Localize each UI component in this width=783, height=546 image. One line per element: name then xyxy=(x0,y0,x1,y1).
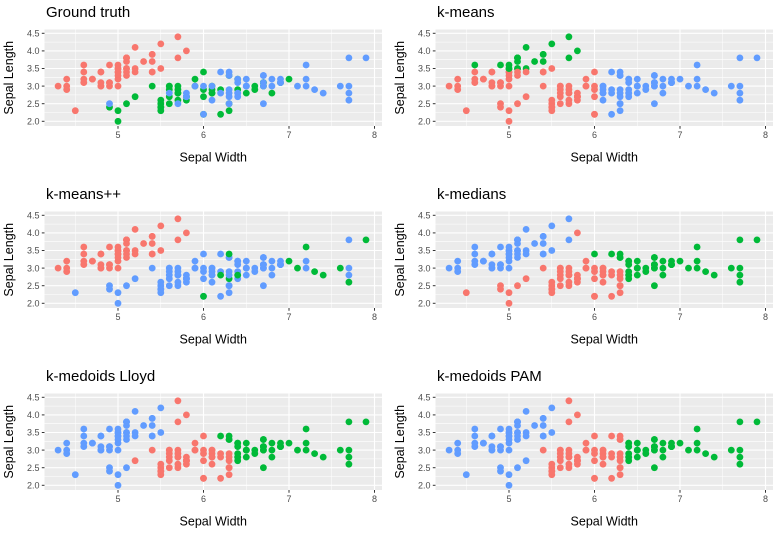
svg-text:Sepal Length: Sepal Length xyxy=(393,405,407,479)
svg-text:5: 5 xyxy=(115,312,120,322)
svg-text:7: 7 xyxy=(286,130,291,140)
scatter-plot: 5 6 7 8 2.0 2.5 3.0 3.5 4.0 4.5 Sepal Width Sepal L… xyxy=(393,393,773,529)
svg-text:Sepal Length: Sepal Length xyxy=(393,223,407,297)
svg-text:2.5: 2.5 xyxy=(27,99,40,109)
scatter-plot: 5 6 7 8 2.0 2.5 3.0 3.5 4.0 4.5 Sepal Width Sepal L… xyxy=(2,211,382,347)
svg-text:8: 8 xyxy=(372,494,377,504)
svg-text:7: 7 xyxy=(286,312,291,322)
svg-text:2.0: 2.0 xyxy=(418,299,431,309)
svg-text:2.5: 2.5 xyxy=(418,99,431,109)
svg-text:3.5: 3.5 xyxy=(27,428,40,438)
svg-text:3.5: 3.5 xyxy=(418,428,431,438)
panel-ground-truth: Ground truth 5 6 7 8 2.0 2.5 3.0 3.5 4.0 4.5 Sepal… xyxy=(0,0,391,182)
svg-text:3.0: 3.0 xyxy=(27,445,40,455)
svg-text:7: 7 xyxy=(286,494,291,504)
svg-text:Sepal Width: Sepal Width xyxy=(180,151,247,165)
svg-text:5: 5 xyxy=(506,494,511,504)
svg-text:7: 7 xyxy=(677,130,682,140)
svg-text:4.0: 4.0 xyxy=(418,410,431,420)
scatter-plot: 5 6 7 8 2.0 2.5 3.0 3.5 4.0 4.5 Sepal Width Sepal L… xyxy=(393,29,773,165)
svg-text:2.0: 2.0 xyxy=(27,481,40,491)
svg-text:3.0: 3.0 xyxy=(27,263,40,273)
svg-text:3.5: 3.5 xyxy=(418,246,431,256)
svg-text:3.0: 3.0 xyxy=(27,81,40,91)
svg-text:Sepal Width: Sepal Width xyxy=(571,151,638,165)
scatter-plot: 5 6 7 8 2.0 2.5 3.0 3.5 4.0 4.5 Sepal Width Sepal L… xyxy=(2,393,382,529)
svg-text:8: 8 xyxy=(763,130,768,140)
panel-title: k-means xyxy=(437,4,495,21)
svg-text:3.5: 3.5 xyxy=(27,64,40,74)
svg-text:6: 6 xyxy=(592,494,597,504)
svg-text:4.5: 4.5 xyxy=(27,393,40,403)
panel-title: k-means++ xyxy=(46,186,122,203)
svg-text:5: 5 xyxy=(115,130,120,140)
panel-k-means-pp: k-means++ 5 6 7 8 2.0 2.5 3.0 3.5 4.0 4.5 Sepal Wi… xyxy=(0,182,391,364)
svg-text:Sepal Length: Sepal Length xyxy=(393,41,407,115)
panel-k-medoids-pam: k-medoids PAM 5 6 7 8 2.0 2.5 3.0 3.5 4.0 4.5 Sepa… xyxy=(391,364,783,546)
panel-title: k-medoids PAM xyxy=(437,368,542,385)
svg-text:8: 8 xyxy=(763,312,768,322)
svg-text:8: 8 xyxy=(372,312,377,322)
panel-title: k-medoids Lloyd xyxy=(46,368,156,385)
svg-text:2.0: 2.0 xyxy=(418,481,431,491)
svg-text:6: 6 xyxy=(201,494,206,504)
panel-title: Ground truth xyxy=(46,4,131,21)
svg-text:2.5: 2.5 xyxy=(418,463,431,473)
svg-text:3.0: 3.0 xyxy=(418,263,431,273)
svg-text:6: 6 xyxy=(592,130,597,140)
svg-text:2.0: 2.0 xyxy=(27,117,40,127)
scatter-plot: 5 6 7 8 2.0 2.5 3.0 3.5 4.0 4.5 Sepal Width Sepal L… xyxy=(393,211,773,347)
svg-text:2.5: 2.5 xyxy=(27,463,40,473)
svg-text:4.5: 4.5 xyxy=(418,211,431,221)
svg-text:7: 7 xyxy=(677,312,682,322)
svg-text:5: 5 xyxy=(115,494,120,504)
svg-text:2.5: 2.5 xyxy=(418,281,431,291)
svg-text:Sepal Length: Sepal Length xyxy=(2,223,16,297)
svg-text:3.5: 3.5 xyxy=(27,246,40,256)
svg-text:7: 7 xyxy=(677,494,682,504)
svg-text:3.0: 3.0 xyxy=(418,81,431,91)
svg-text:4.5: 4.5 xyxy=(418,393,431,403)
svg-text:5: 5 xyxy=(506,130,511,140)
svg-text:4.0: 4.0 xyxy=(27,410,40,420)
svg-text:4.5: 4.5 xyxy=(27,211,40,221)
scatter-plot: 5 6 7 8 2.0 2.5 3.0 3.5 4.0 4.5 Sepal Width Sepal L… xyxy=(2,29,382,165)
svg-text:Sepal Width: Sepal Width xyxy=(180,333,247,347)
svg-text:4.0: 4.0 xyxy=(27,46,40,56)
panel-k-medians: k-medians 5 6 7 8 2.0 2.5 3.0 3.5 4.0 4.5 Sepal Wi… xyxy=(391,182,783,364)
svg-text:Sepal Width: Sepal Width xyxy=(571,333,638,347)
svg-text:3.5: 3.5 xyxy=(418,64,431,74)
svg-text:6: 6 xyxy=(592,312,597,322)
svg-text:Sepal Width: Sepal Width xyxy=(180,515,247,529)
svg-text:8: 8 xyxy=(372,130,377,140)
panel-title: k-medians xyxy=(437,186,507,203)
svg-text:3.0: 3.0 xyxy=(418,445,431,455)
svg-text:6: 6 xyxy=(201,130,206,140)
svg-text:8: 8 xyxy=(763,494,768,504)
svg-text:2.5: 2.5 xyxy=(27,281,40,291)
svg-text:4.5: 4.5 xyxy=(27,29,40,39)
svg-text:Sepal Length: Sepal Length xyxy=(2,405,16,479)
svg-text:4.0: 4.0 xyxy=(418,228,431,238)
svg-text:6: 6 xyxy=(201,312,206,322)
panel-k-means: k-means 5 6 7 8 2.0 2.5 3.0 3.5 4.0 4.5 Sepal Widt… xyxy=(391,0,783,182)
svg-text:Sepal Length: Sepal Length xyxy=(2,41,16,115)
svg-text:4.0: 4.0 xyxy=(418,46,431,56)
svg-text:5: 5 xyxy=(506,312,511,322)
svg-text:4.5: 4.5 xyxy=(418,29,431,39)
panel-k-medoids-lloyd: k-medoids Lloyd 5 6 7 8 2.0 2.5 3.0 3.5 4.0 4.5 Se… xyxy=(0,364,391,546)
svg-text:2.0: 2.0 xyxy=(418,117,431,127)
svg-text:4.0: 4.0 xyxy=(27,228,40,238)
svg-text:Sepal Width: Sepal Width xyxy=(571,515,638,529)
svg-text:2.0: 2.0 xyxy=(27,299,40,309)
